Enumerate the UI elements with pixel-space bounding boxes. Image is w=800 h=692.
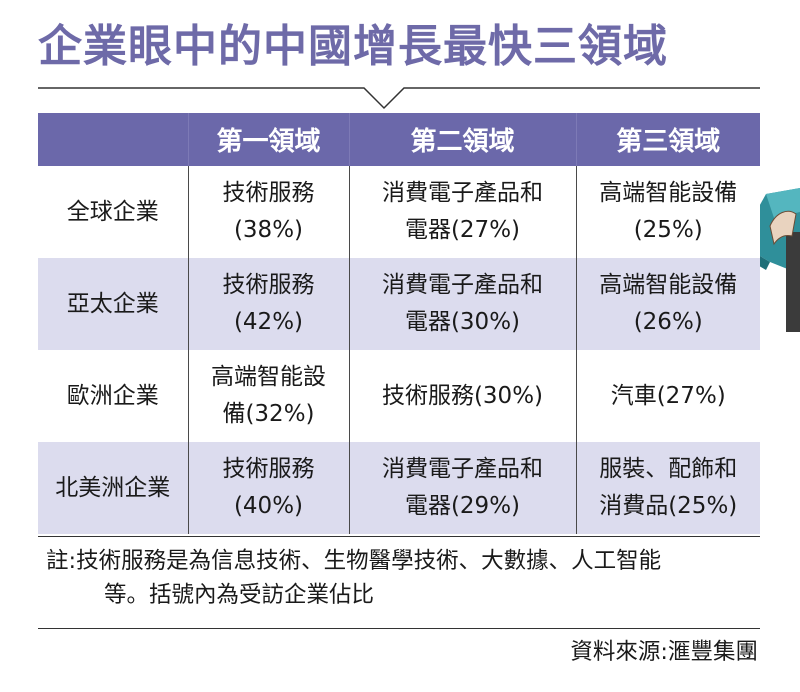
table-cell: 消費電子產品和 電器(27%) (348, 166, 576, 258)
table-cell: 技術服務 (38%) (187, 166, 349, 258)
footnote-line-1: 註:技術服務是為信息技術、生物醫學技術、大數據、人工智能 (46, 548, 662, 574)
table-cell: 汽車(27%) (575, 350, 760, 442)
row-label: 歐洲企業 (38, 350, 188, 442)
header-first-domain: 第一領域 (187, 113, 349, 166)
table-header-row: 第一領域 第二領域 第三領域 (38, 113, 760, 166)
row-label: 北美洲企業 (38, 442, 188, 534)
table-row: 歐洲企業 高端智能設 備(32%) 技術服務(30%) 汽車(27%) (38, 350, 760, 442)
table-cell: 高端智能設 備(32%) (187, 350, 349, 442)
table-cell: 高端智能設備 (25%) (575, 166, 760, 258)
table-cell: 消費電子產品和 電器(29%) (348, 442, 576, 534)
table-cell: 技術服務 (42%) (187, 258, 349, 350)
header-blank (38, 113, 188, 166)
industry-table: 第一領域 第二領域 第三領域 全球企業 技術服務 (38%) 消費電子產品和 電器(… (38, 113, 760, 534)
table-bottom-rule (38, 536, 760, 537)
row-label: 全球企業 (38, 166, 188, 258)
table-cell: 技術服務 (40%) (187, 442, 349, 534)
table-cell: 服裝、配飾和 消費品(25%) (575, 442, 760, 534)
table-cell: 高端智能設備 (26%) (575, 258, 760, 350)
table-row: 北美洲企業 技術服務 (40%) 消費電子產品和 電器(29%) 服裝、配飾和 消費品… (38, 442, 760, 534)
header-third-domain: 第三領域 (575, 113, 760, 166)
row-label: 亞太企業 (38, 258, 188, 350)
header-second-domain: 第二領域 (348, 113, 576, 166)
source-credit: 資料來源:滙豐集團 (570, 639, 758, 665)
table-cell: 技術服務(30%) (348, 350, 576, 442)
table-row: 亞太企業 技術服務 (42%) 消費電子產品和 電器(30%) 高端智能設備 (26%… (38, 258, 760, 350)
footnote: 註:技術服務是為信息技術、生物醫學技術、大數據、人工智能 等。括號內為受訪企業佔… (46, 544, 760, 612)
page-title: 企業眼中的中國增長最快三領域 (38, 21, 668, 72)
table-cell: 消費電子產品和 電器(30%) (348, 258, 576, 350)
table-row: 全球企業 技術服務 (38%) 消費電子產品和 電器(27%) 高端智能設備 (25%… (38, 166, 760, 258)
footer-rule (38, 628, 760, 629)
callout-line (38, 87, 760, 110)
footnote-line-2: 等。括號內為受訪企業佔比 (104, 582, 375, 608)
